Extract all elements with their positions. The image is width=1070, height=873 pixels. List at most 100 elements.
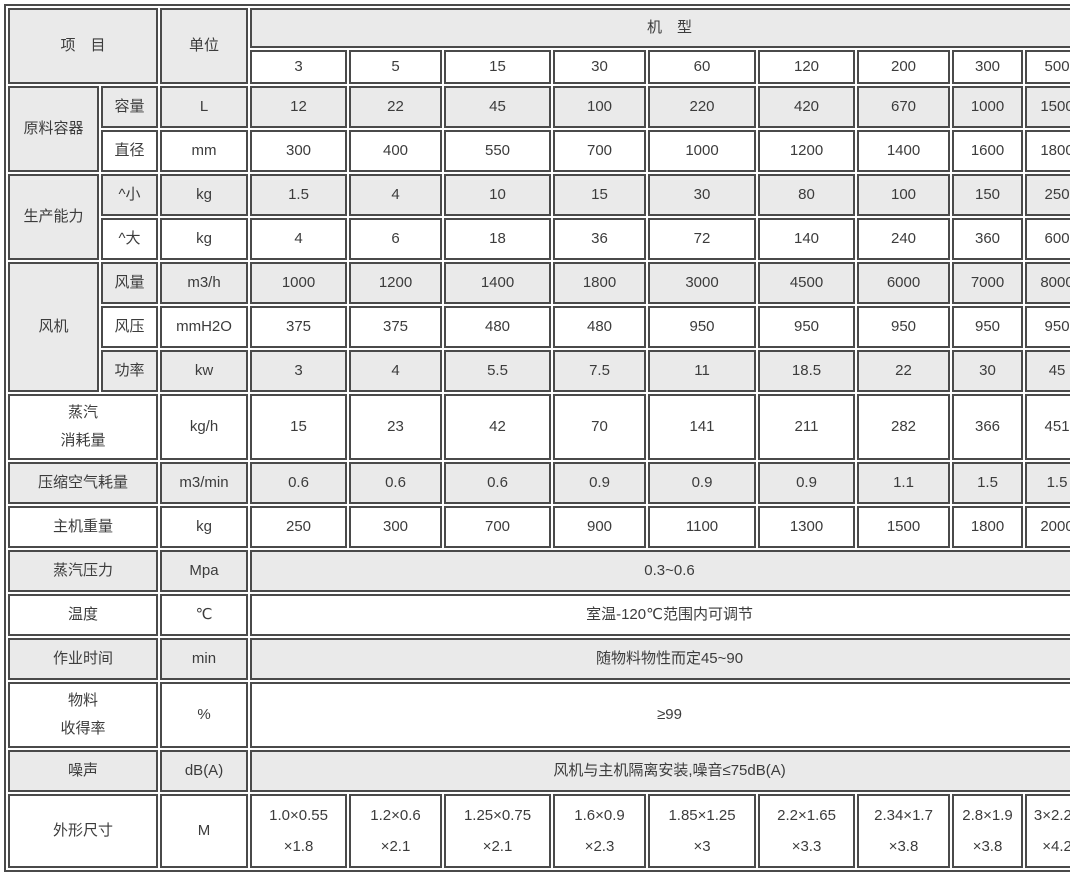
label-line: 收得率 bbox=[60, 720, 106, 737]
unit-cell: % bbox=[160, 682, 249, 748]
value-cell: 1200 bbox=[349, 262, 443, 304]
label-noise: 噪声 bbox=[8, 750, 159, 792]
value-cell: 1000 bbox=[952, 86, 1024, 128]
value-cell: 1400 bbox=[857, 130, 951, 172]
model-cell: 300 bbox=[952, 50, 1024, 84]
row-machine-weight: 主机重量 kg 250 300 700 900 1100 1300 1500 1… bbox=[8, 506, 1070, 548]
model-cell: 15 bbox=[444, 50, 552, 84]
dim-line: 1.25×0.75 bbox=[463, 806, 532, 824]
value-cell: 22 bbox=[857, 350, 951, 392]
value-cell: 950 bbox=[1025, 306, 1070, 348]
model-cell: 120 bbox=[758, 50, 856, 84]
value-cell: 0.6 bbox=[250, 462, 348, 504]
dim-line: 1.85×1.25 bbox=[668, 806, 736, 824]
value-cell: 15 bbox=[250, 394, 348, 460]
header-item: 项 目 bbox=[8, 8, 159, 84]
value-cell: 3×2.25 ×4.2 bbox=[1025, 794, 1070, 868]
dim-line: 1.2×0.6 bbox=[370, 806, 421, 824]
model-cell: 500 bbox=[1025, 50, 1070, 84]
value-cell: 30 bbox=[952, 350, 1024, 392]
label-line: 消耗量 bbox=[60, 432, 106, 449]
value-cell: 1.5 bbox=[952, 462, 1024, 504]
model-cell: 60 bbox=[648, 50, 757, 84]
value-cell: 141 bbox=[648, 394, 757, 460]
value-cell: 0.9 bbox=[648, 462, 757, 504]
spec-table: 项 目 单位 机 型 3 5 15 30 60 120 200 300 500 … bbox=[4, 4, 1070, 872]
dim-line: ×3 bbox=[693, 838, 711, 855]
value-cell: 950 bbox=[648, 306, 757, 348]
value-cell: 0.6 bbox=[349, 462, 443, 504]
header-row: 项 目 单位 机 型 bbox=[8, 8, 1070, 84]
row-prod-max: ^大 kg 4 6 18 36 72 140 240 360 600 bbox=[8, 218, 1070, 260]
value-cell: 1500 bbox=[857, 506, 951, 548]
span-value-cell: 随物料物性而定45~90 bbox=[250, 638, 1070, 680]
dim-line: ×2.1 bbox=[482, 838, 513, 855]
dim-line: 2.2×1.65 bbox=[777, 806, 836, 824]
value-cell: 1300 bbox=[758, 506, 856, 548]
header-unit: 单位 bbox=[160, 8, 249, 84]
group-production-capacity: 生产能力 bbox=[8, 174, 99, 260]
value-cell: 250 bbox=[1025, 174, 1070, 216]
value-cell: 550 bbox=[444, 130, 552, 172]
value-cell: 0.9 bbox=[758, 462, 856, 504]
value-cell: 72 bbox=[648, 218, 757, 260]
row-power: 功率 kw 3 4 5.5 7.5 11 18.5 22 30 45 bbox=[8, 350, 1070, 392]
unit-cell: m3/h bbox=[160, 262, 249, 304]
dim-line: 1.0×0.55 bbox=[269, 806, 328, 824]
value-cell: 1.85×1.25 ×3 bbox=[648, 794, 757, 868]
unit-cell: M bbox=[160, 794, 249, 868]
label-dimensions: 外形尺寸 bbox=[8, 794, 159, 868]
value-cell: 2.2×1.65 ×3.3 bbox=[758, 794, 856, 868]
label-cell: 功率 bbox=[101, 350, 159, 392]
row-diameter: 直径 mm 300 400 550 700 1000 1200 1400 160… bbox=[8, 130, 1070, 172]
label-cell: 风压 bbox=[101, 306, 159, 348]
value-cell: 1000 bbox=[250, 262, 348, 304]
row-air-pressure: 风压 mmH2O 375 375 480 480 950 950 950 950… bbox=[8, 306, 1070, 348]
value-cell: 10 bbox=[444, 174, 552, 216]
label-cell: 容量 bbox=[101, 86, 159, 128]
dim-line: ×2.1 bbox=[380, 838, 411, 855]
label-temperature: 温度 bbox=[8, 594, 159, 636]
value-cell: 11 bbox=[648, 350, 757, 392]
value-cell: 15 bbox=[553, 174, 647, 216]
row-yield: 物料 收得率 % ≥99 bbox=[8, 682, 1070, 748]
row-compressed-air: 压缩空气耗量 m3/min 0.6 0.6 0.6 0.9 0.9 0.9 1.… bbox=[8, 462, 1070, 504]
value-cell: 150 bbox=[952, 174, 1024, 216]
value-cell: 18.5 bbox=[758, 350, 856, 392]
value-cell: 300 bbox=[250, 130, 348, 172]
model-cell: 5 bbox=[349, 50, 443, 84]
value-cell: 12 bbox=[250, 86, 348, 128]
unit-cell: kg bbox=[160, 218, 249, 260]
group-fan: 风机 bbox=[8, 262, 99, 392]
value-cell: 900 bbox=[553, 506, 647, 548]
header-model: 机 型 bbox=[250, 8, 1070, 48]
value-cell: 8000 bbox=[1025, 262, 1070, 304]
value-cell: 1800 bbox=[1025, 130, 1070, 172]
value-cell: 451 bbox=[1025, 394, 1070, 460]
value-cell: 5.5 bbox=[444, 350, 552, 392]
span-value-cell: 0.3~0.6 bbox=[250, 550, 1070, 592]
span-value-cell: ≥99 bbox=[250, 682, 1070, 748]
value-cell: 1800 bbox=[952, 506, 1024, 548]
value-cell: 950 bbox=[952, 306, 1024, 348]
value-cell: 3 bbox=[250, 350, 348, 392]
unit-cell: m3/min bbox=[160, 462, 249, 504]
dim-line: 2.34×1.7 bbox=[874, 806, 933, 824]
value-cell: 2.8×1.9 ×3.8 bbox=[952, 794, 1024, 868]
unit-cell: mmH2O bbox=[160, 306, 249, 348]
row-temperature: 温度 ℃ 室温-120℃范围内可调节 bbox=[8, 594, 1070, 636]
value-cell: 22 bbox=[349, 86, 443, 128]
value-cell: 1.1 bbox=[857, 462, 951, 504]
value-cell: 220 bbox=[648, 86, 757, 128]
value-cell: 1.2×0.6 ×2.1 bbox=[349, 794, 443, 868]
unit-cell: L bbox=[160, 86, 249, 128]
label-line: 蒸汽 bbox=[68, 404, 99, 422]
span-value-cell: 室温-120℃范围内可调节 bbox=[250, 594, 1070, 636]
value-cell: 4 bbox=[250, 218, 348, 260]
value-cell: 18 bbox=[444, 218, 552, 260]
value-cell: 23 bbox=[349, 394, 443, 460]
value-cell: 600 bbox=[1025, 218, 1070, 260]
label-cell: 风量 bbox=[101, 262, 159, 304]
value-cell: 670 bbox=[857, 86, 951, 128]
value-cell: 1.5 bbox=[250, 174, 348, 216]
